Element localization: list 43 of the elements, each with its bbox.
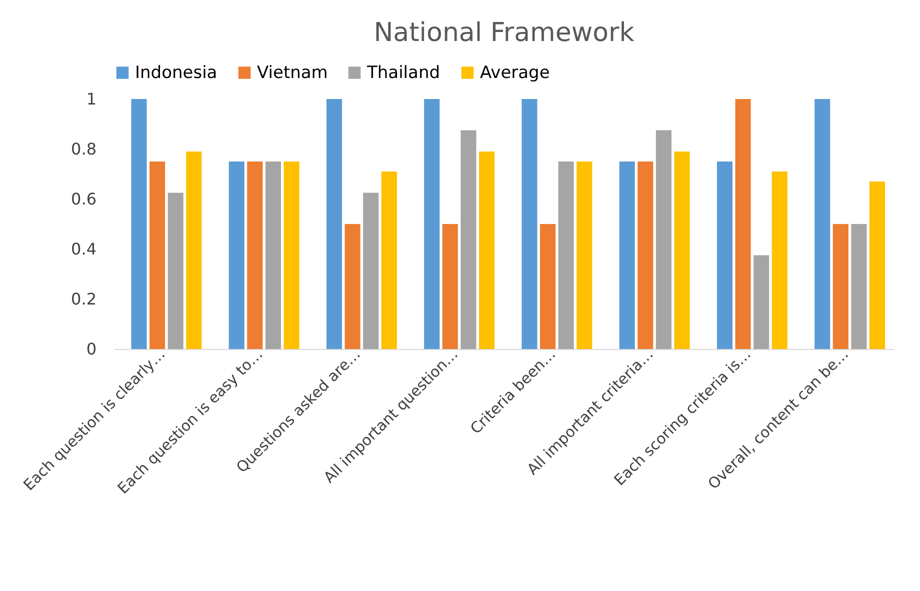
bar bbox=[131, 99, 147, 349]
bar bbox=[344, 224, 360, 349]
bar bbox=[363, 192, 379, 349]
bar bbox=[832, 224, 848, 349]
legend-label: Average bbox=[480, 62, 550, 83]
bar bbox=[424, 99, 440, 349]
y-tick-label: 0 bbox=[86, 340, 96, 358]
bar bbox=[150, 162, 166, 349]
bar bbox=[284, 162, 300, 349]
bar bbox=[247, 162, 263, 349]
bar bbox=[814, 99, 830, 349]
bar bbox=[638, 162, 654, 349]
bar bbox=[851, 224, 867, 349]
bar bbox=[265, 162, 281, 349]
bar bbox=[522, 99, 538, 349]
chart-title: National Framework bbox=[374, 18, 634, 48]
bar bbox=[772, 172, 788, 349]
y-tick-label: 0.6 bbox=[71, 190, 96, 208]
bar bbox=[735, 99, 751, 349]
bar bbox=[460, 130, 476, 349]
bar bbox=[754, 255, 770, 349]
bar bbox=[869, 182, 886, 349]
legend-label: Vietnam bbox=[257, 62, 328, 83]
bar bbox=[619, 162, 635, 349]
bar bbox=[381, 172, 397, 349]
legend-label: Thailand bbox=[366, 62, 440, 83]
bar bbox=[442, 224, 458, 349]
bar bbox=[478, 152, 495, 349]
bar bbox=[558, 162, 574, 349]
bar bbox=[656, 130, 672, 349]
legend-label: Indonesia bbox=[135, 62, 218, 83]
y-tick-label: 1 bbox=[86, 90, 96, 108]
bar bbox=[674, 152, 690, 349]
y-tick-label: 0.8 bbox=[71, 140, 96, 158]
bar bbox=[576, 162, 592, 349]
bar bbox=[540, 224, 556, 349]
bar bbox=[186, 152, 202, 349]
bar bbox=[228, 162, 244, 349]
y-tick-label: 0.4 bbox=[71, 240, 96, 258]
bar bbox=[716, 162, 732, 349]
bar bbox=[326, 99, 342, 349]
y-tick-label: 0.2 bbox=[71, 290, 96, 308]
bar bbox=[168, 192, 184, 349]
